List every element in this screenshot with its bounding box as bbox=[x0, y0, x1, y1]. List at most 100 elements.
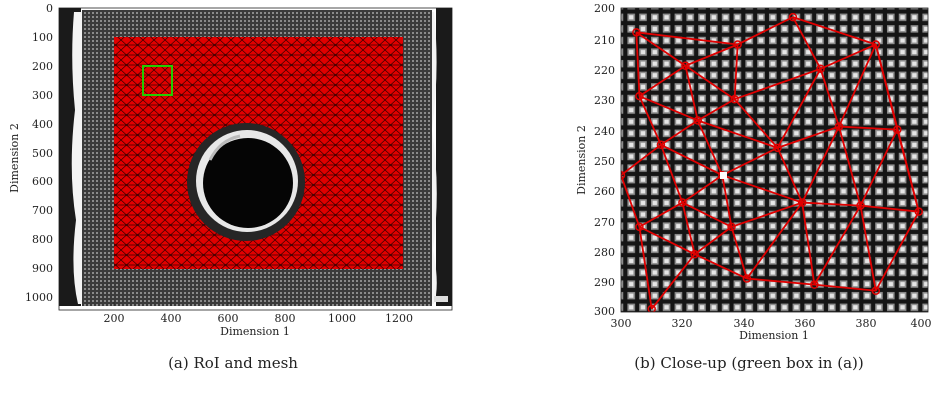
mesh-edge bbox=[802, 201, 861, 207]
panel-a-yticks: 0 100 200 300 400 500 600 700 800 900 10… bbox=[25, 2, 53, 304]
mesh-edge bbox=[776, 68, 822, 149]
mesh-node bbox=[788, 12, 798, 22]
mesh-edge bbox=[814, 283, 876, 292]
mesh-node bbox=[621, 170, 626, 180]
mesh-edge bbox=[660, 119, 699, 146]
mesh-node bbox=[693, 116, 702, 125]
mesh-edge bbox=[696, 120, 724, 176]
mesh-edge bbox=[792, 16, 822, 70]
close-up-box bbox=[142, 65, 173, 96]
xtick-b: 360 bbox=[795, 317, 816, 330]
mesh-edge bbox=[792, 16, 877, 46]
mesh-edge bbox=[681, 174, 723, 204]
mesh-edge bbox=[838, 125, 898, 131]
mesh-edge bbox=[694, 226, 733, 255]
ytick-a: 0 bbox=[46, 2, 53, 15]
mesh-edge bbox=[636, 31, 738, 46]
ytick-a: 700 bbox=[32, 204, 53, 217]
mesh-node bbox=[635, 222, 644, 232]
mesh-node bbox=[656, 140, 666, 150]
mesh-node bbox=[733, 40, 742, 49]
mesh-edge bbox=[635, 32, 641, 97]
mesh-edge bbox=[730, 226, 748, 279]
ytick-b: 240 bbox=[594, 125, 615, 138]
mesh-edge bbox=[684, 65, 699, 121]
panel-a-xticks: 200 400 600 800 1000 1200 bbox=[104, 312, 414, 325]
xtick-a: 200 bbox=[104, 312, 125, 325]
y-axis-label-b: Dimension 2 bbox=[575, 125, 588, 195]
caption-b: (b) Close-up (green box in (a)) bbox=[634, 354, 864, 372]
ytick-b: 260 bbox=[594, 185, 615, 198]
corner-marks bbox=[434, 296, 448, 302]
mesh-edge bbox=[638, 226, 653, 310]
ytick-b: 290 bbox=[594, 276, 615, 289]
mesh-edge bbox=[621, 144, 662, 176]
right-dark-strip bbox=[436, 8, 452, 306]
mesh-edge bbox=[694, 253, 748, 280]
close-up-speckle bbox=[621, 8, 928, 312]
xtick-a: 1000 bbox=[328, 312, 356, 325]
mesh-edge bbox=[801, 126, 840, 203]
mesh-node bbox=[816, 64, 825, 74]
ytick-b: 300 bbox=[594, 305, 615, 318]
mesh-edge bbox=[813, 205, 862, 286]
mesh-edge bbox=[875, 211, 920, 292]
mesh-node bbox=[681, 61, 690, 71]
xtick-b: 380 bbox=[856, 317, 877, 330]
mesh-edge bbox=[859, 129, 899, 206]
ytick-a: 100 bbox=[32, 31, 53, 44]
panel-b-xticks: 300 320 340 360 380 400 bbox=[611, 317, 932, 330]
mesh-edge bbox=[777, 125, 840, 149]
mesh-node bbox=[914, 207, 924, 216]
mesh-edge bbox=[737, 16, 794, 46]
ytick-b: 250 bbox=[594, 155, 615, 168]
mesh-node bbox=[893, 125, 902, 134]
mesh-edge bbox=[639, 226, 696, 256]
mesh-edge bbox=[681, 202, 696, 255]
mesh-edge bbox=[746, 202, 803, 280]
mesh-edge bbox=[684, 65, 736, 100]
xtick-a: 1200 bbox=[385, 312, 413, 325]
xtick-a: 400 bbox=[161, 312, 182, 325]
ytick-a: 400 bbox=[32, 118, 53, 131]
mesh-edge bbox=[820, 43, 877, 70]
x-axis-label-b: Dimension 1 bbox=[739, 329, 809, 342]
panel-a-plot bbox=[58, 7, 453, 311]
mesh-edge bbox=[638, 95, 662, 146]
mesh-edge bbox=[721, 175, 733, 228]
mesh-edge bbox=[639, 95, 699, 122]
mesh-node bbox=[742, 274, 752, 283]
mesh-edge bbox=[860, 204, 919, 213]
mesh-edge bbox=[874, 44, 920, 212]
mesh-edge bbox=[819, 68, 840, 127]
mesh-node bbox=[690, 249, 699, 259]
panel-b-yticks: 200 210 220 230 240 250 260 270 280 290 … bbox=[594, 2, 615, 318]
mesh-edge bbox=[697, 98, 736, 122]
panel-b-plot bbox=[620, 7, 929, 313]
y-axis-label-a: Dimension 2 bbox=[8, 123, 21, 193]
ytick-b: 220 bbox=[594, 64, 615, 77]
xtick-a: 600 bbox=[218, 312, 239, 325]
mesh-edge bbox=[682, 201, 732, 228]
ytick-a: 300 bbox=[32, 89, 53, 102]
xtick-b: 300 bbox=[611, 317, 632, 330]
mesh-node bbox=[834, 122, 844, 131]
mesh-node bbox=[797, 198, 807, 207]
ytick-a: 500 bbox=[32, 147, 53, 160]
x-axis-label-a: Dimension 1 bbox=[220, 325, 290, 338]
xtick-b: 340 bbox=[734, 317, 755, 330]
close-up-mesh bbox=[621, 12, 924, 312]
mesh-node bbox=[810, 280, 819, 289]
ytick-a: 200 bbox=[32, 60, 53, 73]
ytick-b: 280 bbox=[594, 246, 615, 259]
mesh-edge bbox=[859, 205, 877, 291]
ytick-b: 210 bbox=[594, 34, 615, 47]
mesh-node bbox=[632, 28, 641, 37]
ytick-a: 600 bbox=[32, 175, 53, 188]
ytick-a: 900 bbox=[32, 262, 53, 275]
xtick-a: 800 bbox=[275, 312, 296, 325]
mesh-edge bbox=[731, 201, 803, 228]
mesh-edge bbox=[621, 174, 641, 228]
ytick-a: 800 bbox=[32, 233, 53, 246]
